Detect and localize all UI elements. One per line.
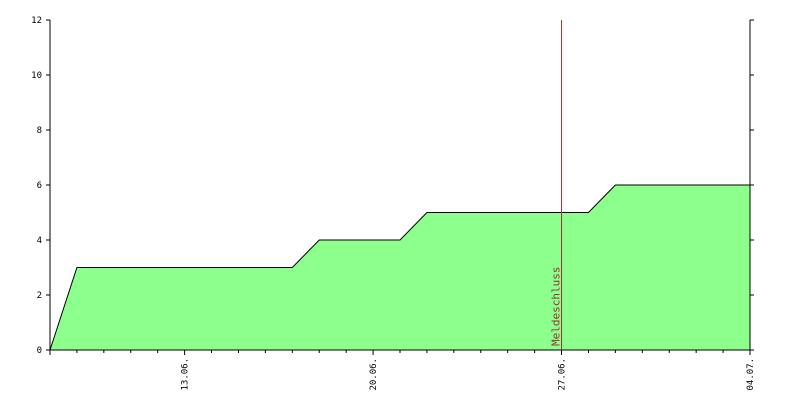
y-tick-label: 8 [37,126,42,136]
x-tick-label: 27.06. [558,358,568,391]
x-tick-label: 04.07. [746,358,756,391]
annotation-label: Meldeschluss [550,267,563,346]
area [50,185,750,350]
y-tick-label: 12 [31,16,42,26]
area-line [49,184,750,351]
x-tick-label: 13.06. [181,358,191,391]
y-tick-label: 6 [37,181,42,191]
y-tick-label: 4 [37,236,42,246]
y-tick-label: 10 [31,71,42,81]
y-tick-label: 0 [37,346,42,356]
y-tick-label: 2 [37,291,42,301]
x-tick-label: 20.06. [369,358,379,391]
